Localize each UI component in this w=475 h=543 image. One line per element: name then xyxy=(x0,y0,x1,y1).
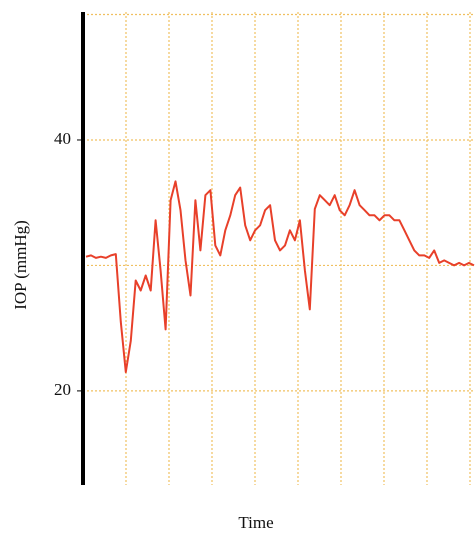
y-tick-label: 40 xyxy=(54,129,71,148)
y-axis-label: IOP (mmHg) xyxy=(11,220,30,310)
x-axis-label: Time xyxy=(238,513,273,532)
y-tick-label: 20 xyxy=(54,380,71,399)
series-line xyxy=(85,180,475,374)
